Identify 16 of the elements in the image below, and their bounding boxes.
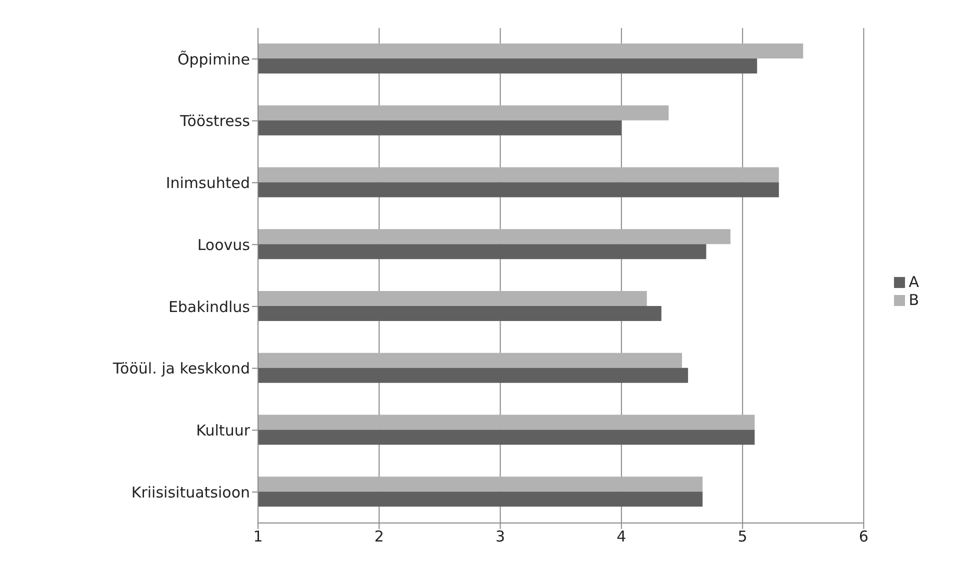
y-tick-label: Kriisisituatsioon <box>131 483 250 502</box>
y-tick-label: Loovus <box>197 236 250 254</box>
y-tick-label: Ebakindlus <box>168 298 250 316</box>
y-tick-label: Tööül. ja keskkond <box>112 360 250 378</box>
x-tick-label: 6 <box>858 528 868 546</box>
x-tick-label: 3 <box>496 528 506 546</box>
y-tick-label: Kultuur <box>196 422 251 440</box>
x-tick-label: 1 <box>253 528 263 546</box>
y-tick-label: Inimsuhted <box>166 174 250 192</box>
x-tick-label: 2 <box>374 528 384 546</box>
legend-label: B <box>908 290 919 308</box>
x-tick-label: 5 <box>738 528 748 546</box>
x-tick-label: 4 <box>616 528 626 546</box>
y-tick-label: Õppimine <box>177 50 250 68</box>
y-tick-label: Tööstress <box>179 112 250 130</box>
legend-label: A <box>908 272 919 290</box>
